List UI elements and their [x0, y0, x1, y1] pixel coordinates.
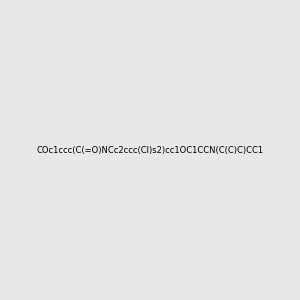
Text: COc1ccc(C(=O)NCc2ccc(Cl)s2)cc1OC1CCN(C(C)C)CC1: COc1ccc(C(=O)NCc2ccc(Cl)s2)cc1OC1CCN(C(C…	[36, 146, 264, 154]
